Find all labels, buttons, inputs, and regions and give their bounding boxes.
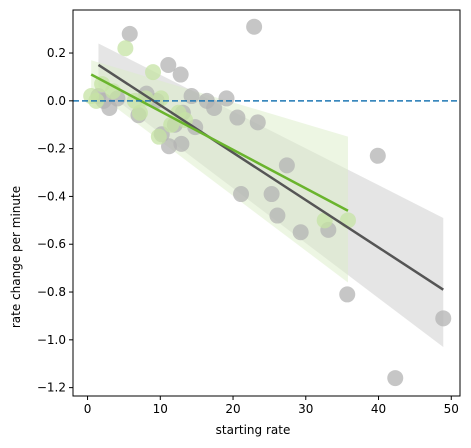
data-point-series-1 [435,310,452,327]
data-point-series-1 [387,370,404,387]
data-point-series-1 [121,25,138,42]
data-point-series-1 [263,186,280,203]
data-point-series-1 [183,88,200,105]
data-point-series-1 [233,186,250,203]
data-point-series-1 [206,99,223,116]
data-point-series-1 [249,114,266,131]
y-tick-label: −1.2 [37,381,66,395]
data-point-series-1 [369,147,386,164]
data-point-series-1 [246,18,263,35]
x-tick-label: 10 [153,402,168,416]
data-point-series-2 [145,64,162,81]
data-point-series-1 [229,109,246,126]
x-axis-label: starting rate [216,423,291,437]
plot-area [73,18,460,387]
data-point-series-1 [292,224,309,241]
data-point-series-2 [163,116,180,133]
data-point-series-1 [161,138,178,155]
x-tick-label: 30 [298,402,313,416]
x-tick-label: 20 [225,402,240,416]
data-point-series-1 [160,56,177,73]
data-point-series-2 [131,104,148,121]
x-tick-label: 0 [84,402,92,416]
x-tick-label: 40 [371,402,386,416]
regression-line-series-1 [97,63,444,291]
y-tick-label: 0.2 [47,46,66,60]
axes-frame [72,9,461,397]
data-point-series-2 [153,90,170,107]
y-tick-label: −0.6 [37,237,66,251]
data-point-series-1 [218,90,235,107]
data-point-series-2 [117,40,134,57]
data-point-series-2 [339,212,356,229]
y-tick-label: −1.0 [37,333,66,347]
data-point-series-1 [269,207,286,224]
regression-line-series-2 [90,73,349,212]
y-axis-label: rate change per minute [9,186,23,328]
data-point-series-1 [173,135,190,152]
data-point-series-1 [339,286,356,303]
x-tick-label: 50 [444,402,459,416]
confidence-band-series-2 [91,60,348,283]
data-point-series-1 [278,157,295,174]
y-tick-label: 0.0 [47,94,66,108]
data-point-series-2 [150,128,167,145]
y-tick-label: −0.2 [37,142,66,156]
y-tick-label: −0.8 [37,285,66,299]
axes: 0 10 20 30 40 50 0.2 0.0 −0.2 −0.4 −0.6 −0.8 −1.0 −1.… [37,9,461,416]
data-point-series-1 [172,66,189,83]
y-tick-label: −0.4 [37,189,66,203]
